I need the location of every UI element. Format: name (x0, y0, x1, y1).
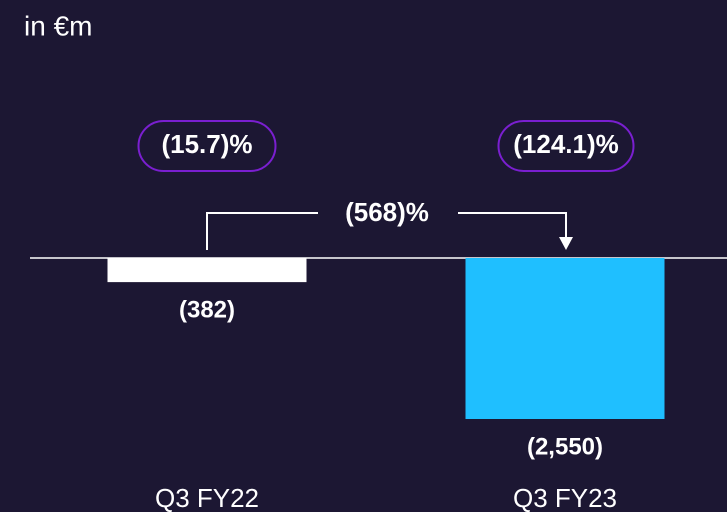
value-label: (2,550) (527, 433, 603, 460)
growth-label: (124.1)% (513, 129, 619, 159)
growth-label: (15.7)% (161, 129, 252, 159)
x-tick-label: Q3 FY22 (155, 483, 259, 512)
bar (107, 258, 307, 283)
growth-pill (137, 120, 277, 172)
x-tick-label: Q3 FY23 (513, 483, 617, 512)
bar (465, 258, 665, 419)
change-arrow (559, 237, 573, 250)
value-label: (382) (179, 296, 235, 323)
growth-pill (497, 120, 635, 172)
change-label: (568)% (345, 197, 429, 227)
chart-subtitle: in €m (24, 10, 92, 41)
change-bracket (206, 212, 567, 250)
